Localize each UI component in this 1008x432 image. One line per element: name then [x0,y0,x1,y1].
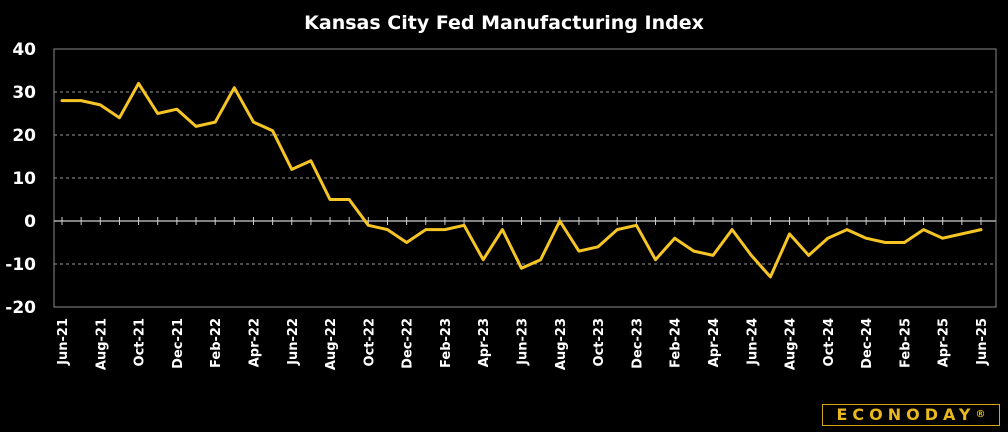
x-tick-label: Oct-24 [822,318,837,366]
series-layer [60,81,983,279]
x-tick-label: Feb-24 [669,318,684,368]
data-point [347,198,351,201]
x-tick-label: Apr-22 [247,318,262,367]
x-tick-label: Feb-23 [439,318,454,368]
data-point [424,228,427,231]
data-point [290,168,293,171]
data-point [960,232,964,236]
data-point [711,254,715,257]
data-point [501,228,504,231]
data-point [596,245,600,248]
x-tick-label: Jun-22 [286,318,301,366]
x-tick-label: Dec-22 [401,318,416,369]
data-point [979,228,983,231]
econoday-logo: ECONODAY® [822,404,1000,426]
data-point [175,108,179,111]
gridlines [54,91,996,265]
data-point [194,125,198,128]
logo-text: ECONODAY [836,405,976,424]
x-tick-label: Dec-24 [860,318,875,369]
data-point [118,116,121,120]
x-tick-label: Dec-21 [171,318,186,369]
data-point [520,267,523,270]
chart-title: Kansas City Fed Manufacturing Index [304,12,704,34]
y-tick-label: 0 [24,212,36,232]
data-point [750,254,753,257]
x-tick-label: Feb-22 [209,318,224,368]
data-point [845,228,849,231]
data-point [462,224,466,227]
data-point [864,237,868,240]
x-tick-label: Aug-24 [784,318,799,370]
data-point [788,232,791,236]
y-tick-labels: 40 30 20 10 0 -10 -20 [5,40,36,318]
data-point [654,258,657,261]
x-tick-label: Aug-23 [554,318,569,370]
x-tick-labels: Jun-21 Aug-21 Oct-21 Dec-21 Feb-22 Apr-22 Jun-… [56,318,990,370]
data-point [616,228,619,231]
data-point [60,99,64,102]
axes [53,48,997,308]
data-point [271,129,274,132]
data-point [405,241,408,244]
data-point [252,120,255,124]
data-point [99,103,102,107]
data-point [692,249,696,253]
logo-registered-mark: ® [975,409,986,420]
data-point [79,99,83,102]
data-point [673,237,676,240]
data-point [922,228,925,231]
data-point [386,228,389,231]
x-tick-label: Jun-21 [56,318,71,366]
y-tick-label: -10 [5,255,36,275]
data-point [309,159,313,162]
x-tick-label: Jun-23 [516,318,531,366]
x-tick-label: Apr-23 [477,318,492,367]
x-tick-label: Jun-24 [745,318,760,366]
data-point [941,237,944,240]
data-point [884,241,887,244]
data-point [233,86,236,89]
data-point [137,82,140,85]
y-tick-label: 30 [12,83,36,103]
data-point [635,224,638,227]
data-point [213,120,217,124]
x-tick-label: Dec-23 [630,318,645,369]
data-point [367,224,370,227]
data-point [558,219,561,223]
x-tick-label: Apr-25 [937,318,952,367]
x-tick-label: Feb-25 [898,318,913,368]
data-point [769,275,772,279]
plot-area-border [53,48,997,308]
x-tick-label: Aug-21 [94,318,109,370]
x-tick-label: Jun-25 [975,318,990,366]
x-tick-label: Oct-22 [362,318,377,366]
y-tick-label: -20 [5,298,36,318]
series-line [60,81,983,279]
data-point [826,237,830,240]
data-point [807,254,810,257]
y-tick-label: 20 [12,126,36,146]
data-point [328,198,332,201]
y-tick-label: 10 [12,169,36,189]
data-point [482,258,485,261]
data-point [577,249,581,253]
x-tick-label: Oct-21 [133,318,148,366]
data-point [730,228,734,231]
data-point [156,112,159,115]
data-point [903,241,906,244]
data-point [539,258,542,261]
x-tick-label: Aug-22 [324,318,339,370]
data-point [443,228,447,231]
x-tick-label: Apr-24 [707,318,722,367]
y-tick-label: 40 [12,40,36,60]
x-tick-label: Oct-23 [592,318,607,366]
